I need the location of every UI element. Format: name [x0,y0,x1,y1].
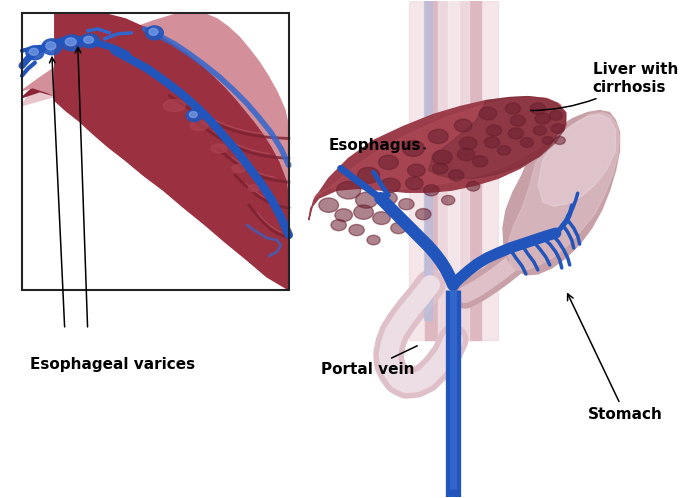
Ellipse shape [449,170,464,181]
Ellipse shape [505,103,521,114]
Ellipse shape [381,178,400,192]
Ellipse shape [372,212,390,225]
Ellipse shape [520,137,533,147]
Ellipse shape [457,148,475,161]
Polygon shape [22,13,289,290]
Ellipse shape [416,209,431,220]
Ellipse shape [163,100,186,112]
Ellipse shape [473,156,488,167]
Bar [22,13,289,290]
Ellipse shape [356,192,377,208]
Ellipse shape [554,136,566,144]
Polygon shape [503,111,620,275]
Ellipse shape [399,199,414,210]
Ellipse shape [424,185,439,196]
Ellipse shape [484,137,500,148]
Ellipse shape [391,223,406,234]
Text: Esophageal varices: Esophageal varices [30,357,195,372]
Ellipse shape [189,112,197,118]
Text: Stomach: Stomach [568,294,662,422]
Polygon shape [538,115,615,206]
Ellipse shape [146,26,163,40]
Ellipse shape [331,220,346,231]
Ellipse shape [335,209,352,222]
Ellipse shape [402,140,424,156]
Ellipse shape [80,34,99,48]
Ellipse shape [354,205,373,219]
Ellipse shape [486,125,502,136]
Ellipse shape [550,111,562,121]
Ellipse shape [433,163,448,174]
Polygon shape [22,13,289,290]
Ellipse shape [65,38,76,46]
Bar [22,13,289,290]
Ellipse shape [190,121,208,130]
Ellipse shape [367,235,380,245]
Ellipse shape [551,124,564,133]
Ellipse shape [379,155,398,169]
Ellipse shape [510,115,526,126]
Ellipse shape [442,195,455,205]
Ellipse shape [498,145,510,155]
Polygon shape [22,13,289,290]
Text: Liver with
cirrhosis: Liver with cirrhosis [531,62,678,111]
Ellipse shape [405,177,423,190]
Ellipse shape [211,144,227,153]
Ellipse shape [349,225,364,236]
Ellipse shape [42,39,62,55]
Ellipse shape [542,136,553,144]
Ellipse shape [433,150,452,164]
Ellipse shape [358,167,379,183]
Ellipse shape [508,128,524,139]
Ellipse shape [480,107,497,120]
Ellipse shape [186,110,202,122]
Ellipse shape [428,129,448,143]
Ellipse shape [407,164,425,177]
Ellipse shape [84,36,94,43]
Text: Portal vein: Portal vein [321,346,417,377]
Ellipse shape [466,181,480,191]
Ellipse shape [232,164,246,172]
Ellipse shape [26,46,44,60]
Ellipse shape [29,48,38,55]
Polygon shape [508,113,620,270]
Ellipse shape [536,113,550,124]
Ellipse shape [61,35,83,51]
Polygon shape [314,98,565,198]
Ellipse shape [454,119,472,132]
Ellipse shape [379,192,397,205]
Ellipse shape [459,137,477,150]
Ellipse shape [248,185,260,192]
Text: Esophagus: Esophagus [329,138,426,153]
Polygon shape [55,13,289,290]
Ellipse shape [149,28,158,35]
Ellipse shape [337,181,360,199]
Polygon shape [309,97,566,220]
Ellipse shape [46,42,56,50]
Polygon shape [428,97,566,178]
Ellipse shape [318,198,339,212]
Ellipse shape [533,125,547,135]
Ellipse shape [530,103,545,114]
